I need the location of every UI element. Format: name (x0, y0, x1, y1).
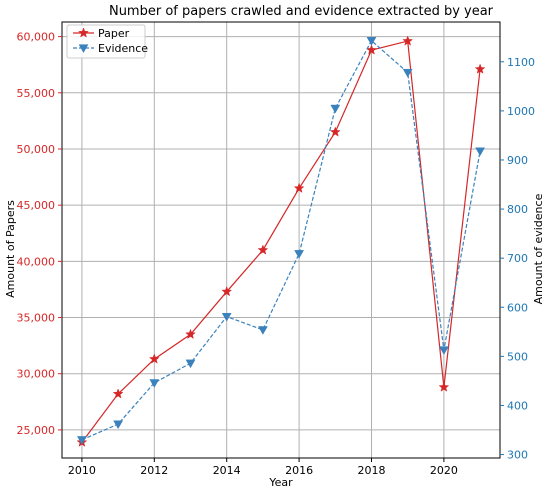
chart-title: Number of papers crawled and evidence ex… (109, 4, 494, 19)
left-tick-label: 55,000 (17, 87, 56, 100)
paper-point (438, 381, 450, 392)
evidence-point (402, 68, 413, 78)
evidence-point (149, 379, 160, 388)
x-tick-label: 2020 (430, 464, 458, 477)
legend-paper-marker (78, 27, 89, 38)
right-tick-label: 300 (507, 449, 528, 462)
y-axis-left-label: Amount of Papers (4, 200, 17, 298)
left-tick-label: 50,000 (17, 143, 56, 156)
right-axis: 300 400 500 600 700 800 900 1000 1100 (500, 56, 535, 462)
right-tick-label: 1000 (507, 105, 535, 118)
evidence-point (185, 359, 196, 369)
legend: Paper Evidence (66, 24, 148, 59)
x-axis-label: Year (268, 476, 293, 489)
left-tick-label: 30,000 (17, 368, 56, 381)
evidence-point (221, 312, 232, 322)
paper-point (112, 388, 124, 399)
paper-point (293, 182, 305, 193)
evidence-point (330, 104, 341, 114)
paper-point (474, 63, 486, 74)
paper-point (221, 285, 233, 297)
evidence-point (257, 326, 268, 335)
evidence-point (438, 346, 449, 355)
evidence-point (76, 436, 87, 445)
x-axis: 2010 2012 2014 2016 2018 2020 (68, 458, 458, 477)
legend-paper-label: Paper (98, 27, 130, 40)
left-tick-label: 35,000 (17, 312, 56, 325)
right-tick-label: 1100 (507, 56, 535, 69)
legend-evidence-label: Evidence (98, 42, 148, 55)
left-tick-label: 25,000 (17, 424, 56, 437)
right-tick-label: 700 (507, 252, 528, 265)
paper-point (185, 328, 196, 340)
right-tick-label: 400 (507, 399, 528, 412)
paper-point (257, 244, 269, 255)
left-axis: 25,000 30,000 35,000 40,000 45,000 50,000 55,0… (17, 31, 62, 437)
x-tick-label: 2018 (357, 464, 385, 477)
evidence-point (113, 420, 124, 430)
evidence-point (366, 37, 377, 46)
right-tick-label: 800 (507, 203, 528, 216)
x-tick-label: 2010 (68, 464, 96, 477)
paper-point (329, 126, 341, 137)
paper-series-line (81, 40, 481, 443)
evidence-point (475, 147, 486, 157)
left-tick-label: 45,000 (17, 199, 56, 212)
paper-point (402, 35, 414, 46)
series-layer (76, 35, 486, 447)
right-tick-label: 500 (507, 350, 528, 363)
right-tick-label: 900 (507, 154, 528, 167)
paper-point (148, 353, 160, 364)
x-tick-label: 2016 (285, 464, 313, 477)
evidence-point (294, 250, 305, 259)
x-tick-label: 2014 (213, 464, 241, 477)
plot-frame (61, 21, 501, 459)
y-axis-right-label: Amount of evidence (532, 193, 545, 304)
legend-evidence-marker (78, 44, 89, 54)
left-tick-label: 40,000 (17, 255, 56, 268)
evidence-series-line (81, 39, 481, 441)
grid (62, 22, 500, 458)
x-tick-label: 2012 (140, 464, 168, 477)
right-tick-label: 600 (507, 301, 528, 314)
left-tick-label: 60,000 (17, 31, 56, 44)
